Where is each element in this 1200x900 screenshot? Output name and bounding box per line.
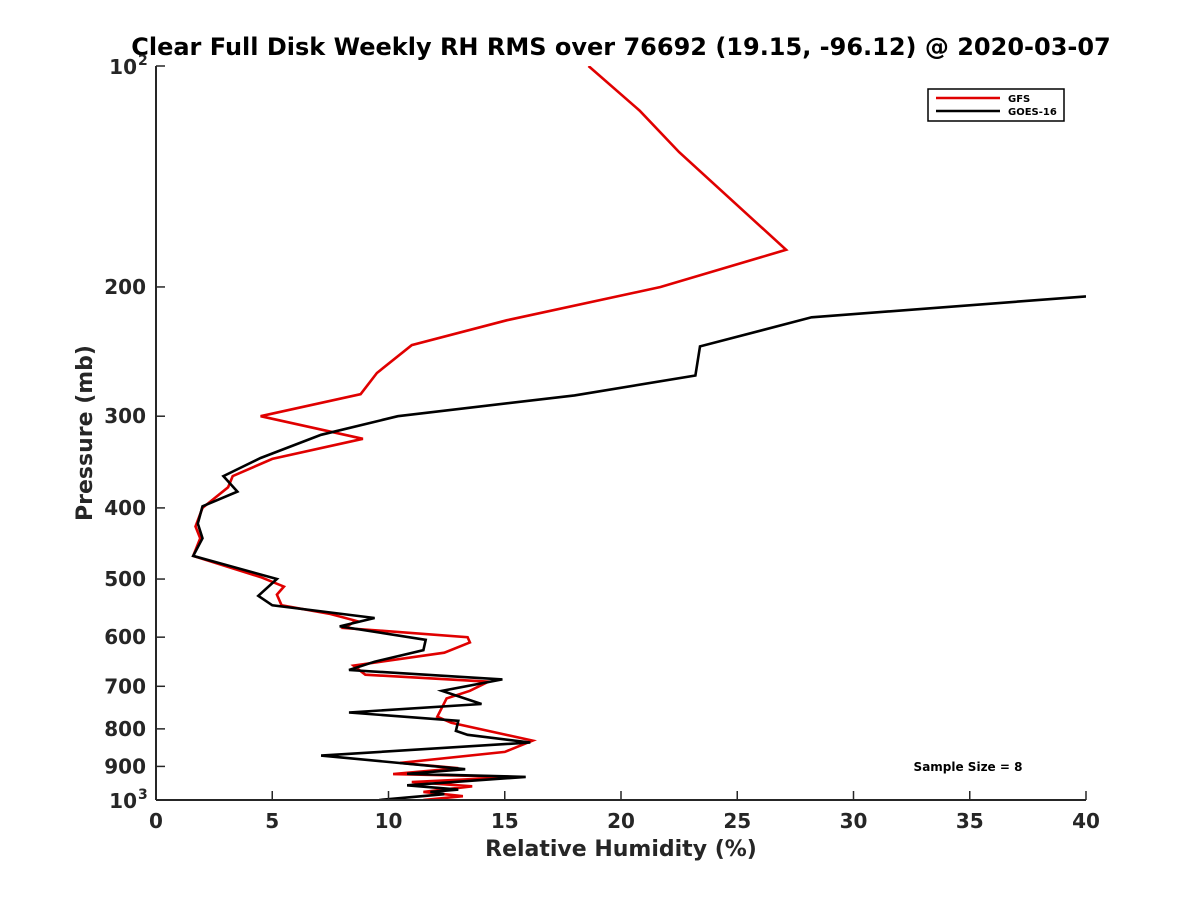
series-line-goes-16 (191, 295, 1086, 800)
x-tick-label: 10 (375, 809, 403, 833)
y-tick-label: 800 (104, 717, 146, 741)
x-tick-label: 0 (149, 809, 163, 833)
legend: GFS GOES-16 (927, 88, 1065, 122)
x-tick-label: 30 (840, 809, 868, 833)
y-tick-label: 200 (104, 275, 146, 299)
y-tick-label: 600 (104, 625, 146, 649)
y-tick-label-base: 10 (109, 55, 137, 79)
y-tick-label-base: 10 (109, 789, 137, 813)
y-tick-label: 500 (104, 567, 146, 591)
x-tick-label: 5 (265, 809, 279, 833)
x-tick-label: 15 (491, 809, 519, 833)
y-tick-label-power: 10 3 (109, 787, 148, 813)
legend-label-gfs: GFS (1008, 94, 1030, 105)
x-axis-label: Relative Humidity (%) (485, 837, 757, 862)
y-tick-label: 900 (104, 754, 146, 778)
x-tick-label: 25 (723, 809, 751, 833)
y-tick-label-exponent: 3 (138, 787, 148, 803)
y-tick-label: 700 (104, 674, 146, 698)
legend-box (927, 88, 1065, 122)
y-tick-label-power: 10 2 (109, 53, 148, 79)
y-axis-label: Pressure (mb) (73, 345, 98, 521)
y-tick-label: 300 (104, 404, 146, 428)
x-tick-label: 35 (956, 809, 984, 833)
legend-label-goes-16: GOES-16 (1008, 107, 1057, 118)
chart-title: Clear Full Disk Weekly RH RMS over 76692… (131, 33, 1111, 61)
x-tick-label: 40 (1072, 809, 1100, 833)
y-tick-label-exponent: 2 (138, 53, 148, 69)
sample-size-annotation: Sample Size = 8 (914, 760, 1023, 774)
series-layer (191, 66, 1086, 800)
x-tick-label: 20 (607, 809, 635, 833)
y-tick-label: 400 (104, 496, 146, 520)
